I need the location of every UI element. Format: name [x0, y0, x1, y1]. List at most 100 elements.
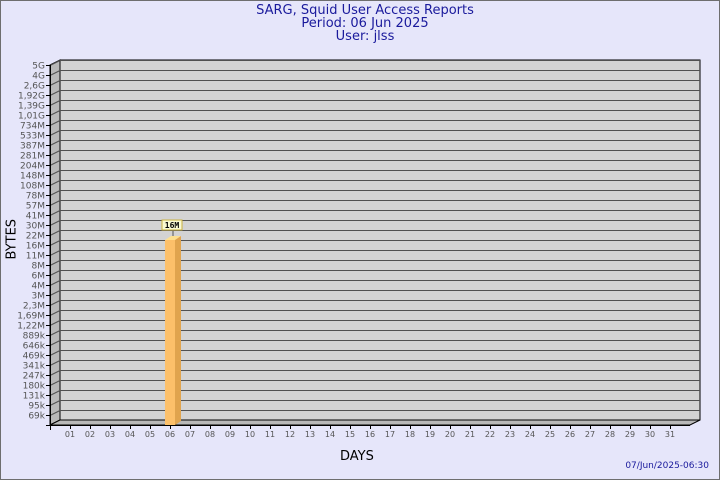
gridline-wall [49, 80, 61, 86]
y-tick-label: 2,3M [23, 302, 45, 312]
bar-top [165, 236, 181, 240]
y-tick-label: 8M [32, 262, 46, 272]
gridline-wall [49, 320, 61, 326]
y-tick-label: 204M [20, 162, 45, 172]
gridline-wall [49, 270, 61, 276]
gridline-wall [49, 360, 61, 366]
y-tick-label: 281M [20, 152, 45, 162]
x-tick-label: 31 [665, 430, 675, 439]
y-tick-label: 11M [26, 252, 45, 262]
x-tick-label: 30 [645, 430, 655, 439]
floor [49, 419, 701, 426]
chart-title: SARG, Squid User Access Reports [256, 3, 474, 18]
gridline-wall [49, 70, 61, 76]
y-tick-label: 1,22M [17, 322, 45, 332]
gridline-wall [49, 280, 61, 286]
y-tick-label: 131k [23, 392, 46, 402]
x-tick-label: 05 [145, 430, 155, 439]
gridline-wall [49, 230, 61, 236]
y-tick-label: 180k [23, 382, 46, 392]
generated-timestamp: 07/Jun/2025-06:30 [625, 461, 709, 471]
x-tick-label: 21 [465, 430, 475, 439]
gridline-wall [49, 110, 61, 116]
data-label-box [161, 219, 183, 231]
gridline-wall [49, 150, 61, 156]
y-tick-label: 533M [20, 132, 45, 142]
y-tick-label: 69k [28, 412, 45, 422]
x-tick-label: 16 [365, 430, 375, 439]
data-label: 16M [165, 221, 180, 230]
x-tick-label: 06 [165, 430, 175, 439]
y-tick-label: 95k [28, 402, 45, 412]
gridline-wall [49, 170, 61, 176]
y-tick-label: 734M [20, 122, 45, 132]
x-tick-label: 24 [525, 430, 535, 439]
x-tick-label: 23 [505, 430, 515, 439]
x-tick-label: 29 [625, 430, 635, 439]
y-tick-label: 646k [23, 342, 46, 352]
x-tick-label: 17 [385, 430, 395, 439]
y-axis-label: BYTES [4, 218, 20, 260]
y-tick-label: 1,01G [18, 112, 45, 122]
y-tick-label: 16M [26, 242, 45, 252]
gridline-wall [49, 210, 61, 216]
chart-period: Period: 06 Jun 2025 [301, 16, 429, 31]
gridline-wall [49, 100, 61, 106]
gridline-wall [49, 190, 61, 196]
y-tick-label: 1,69M [17, 312, 45, 322]
y-tick-label: 247k [23, 372, 46, 382]
x-tick-label: 14 [325, 430, 335, 439]
y-tick-label: 4M [32, 282, 46, 292]
y-tick-label: 2,6G [24, 82, 45, 92]
x-tick-label: 13 [305, 430, 315, 439]
y-tick-label: 30M [26, 222, 45, 232]
y-tick-label: 4G [32, 72, 45, 82]
gridline-wall [49, 290, 61, 296]
gridline-wall [49, 400, 61, 406]
chart-user: User: jlss [335, 29, 395, 44]
gridline-wall [49, 390, 61, 396]
gridline-wall [49, 330, 61, 336]
gridline-wall [49, 60, 61, 66]
x-tick-label: 03 [105, 430, 115, 439]
x-tick-label: 28 [605, 430, 615, 439]
gridline-wall [49, 160, 61, 166]
x-tick-label: 01 [65, 430, 75, 439]
y-tick-label: 1,92G [18, 92, 45, 102]
gridline-wall [49, 220, 61, 226]
bar-day-06 [165, 240, 175, 425]
gridline-wall [49, 340, 61, 346]
x-tick-label: 15 [345, 430, 355, 439]
x-tick-label: 11 [265, 430, 275, 439]
gridline-wall [49, 370, 61, 376]
y-tick-label: 148M [20, 172, 45, 182]
y-tick-label: 469k [23, 352, 46, 362]
y-tick-label: 387M [20, 142, 45, 152]
y-tick-label: 41M [26, 212, 45, 222]
x-tick-label: 25 [545, 430, 555, 439]
gridline-wall [49, 300, 61, 306]
gridline-wall [49, 180, 61, 186]
gridline-wall [49, 350, 61, 356]
gridline-wall [49, 250, 61, 256]
gridline-wall [49, 130, 61, 136]
gridline-wall [49, 380, 61, 386]
gridline-wall [49, 240, 61, 246]
y-tick-label: 341k [23, 362, 46, 372]
gridline-wall [49, 310, 61, 316]
x-tick-label: 19 [425, 430, 435, 439]
y-tick-label: 889k [23, 332, 46, 342]
y-tick-label: 1,39G [18, 102, 45, 112]
y-tick-label: 108M [20, 182, 45, 192]
x-tick-label: 22 [485, 430, 495, 439]
x-tick-label: 08 [205, 430, 215, 439]
bar-side [175, 236, 181, 425]
y-tick-label: 22M [26, 232, 45, 242]
x-tick-label: 18 [405, 430, 415, 439]
x-tick-label: 12 [285, 430, 295, 439]
x-tick-label: 04 [125, 430, 135, 439]
y-tick-label: 3M [32, 292, 46, 302]
x-tick-label: 27 [585, 430, 595, 439]
y-tick-label: 57M [26, 202, 45, 212]
